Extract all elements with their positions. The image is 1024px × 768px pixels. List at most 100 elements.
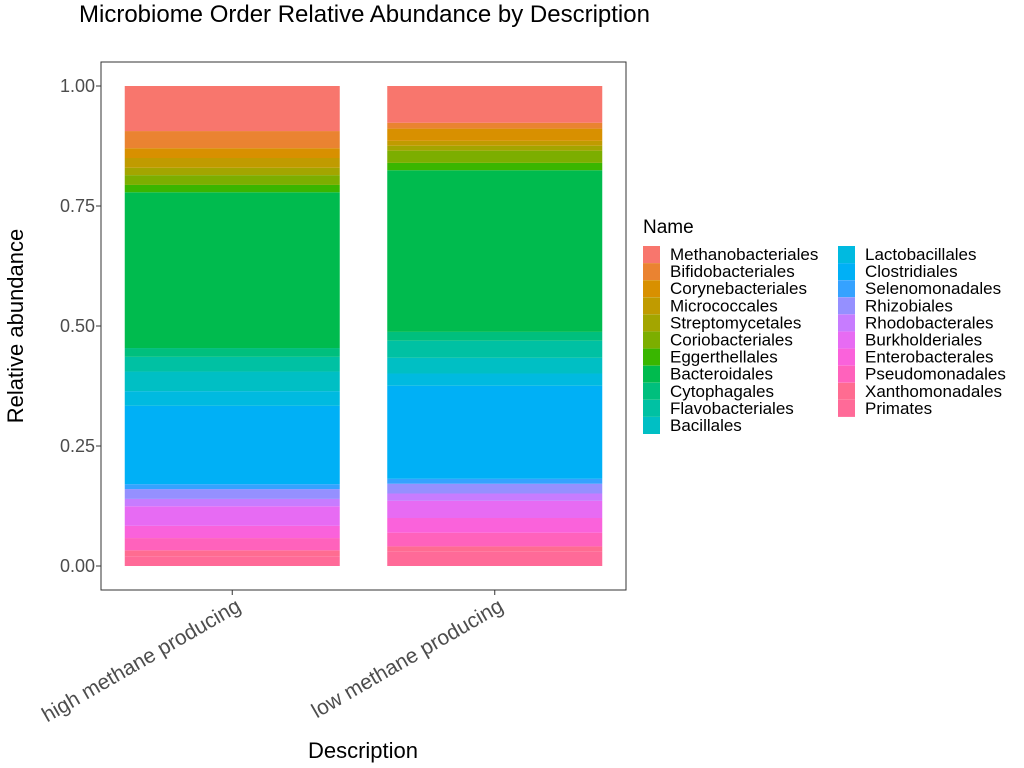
legend-label: Cytophagales <box>670 382 774 401</box>
y-tick-label: 0.00 <box>60 556 95 576</box>
y-axis-label: Relative abundance <box>3 229 28 423</box>
x-axis-label: Description <box>308 738 418 763</box>
y-tick-label: 0.75 <box>60 196 95 216</box>
legend-swatch <box>838 280 855 298</box>
legend-label: Eggerthellales <box>670 348 778 367</box>
legend-label: Streptomycetales <box>670 313 801 332</box>
bar-segment-burkholderiales <box>124 506 340 526</box>
bar-segment-bacillales <box>387 357 603 374</box>
bar-segment-xanthomonadales <box>124 550 340 557</box>
legend-label: Rhodobacterales <box>865 313 994 332</box>
legend-swatch <box>838 314 855 332</box>
bar-segment-selenomonadales <box>124 484 340 490</box>
legend-label: Selenomonadales <box>865 279 1001 298</box>
bar-segment-methanobacteriales <box>124 86 340 132</box>
legend-swatch <box>838 365 855 383</box>
legend-swatch <box>838 348 855 366</box>
legend-label: Flavobacteriales <box>670 399 794 418</box>
y-axis: 0.00 0.25 0.50 0.75 1.00 <box>60 76 101 576</box>
x-axis: high methane producing low methane produc… <box>38 590 507 727</box>
legend-swatch <box>838 382 855 400</box>
bar-segment-enterobacterales <box>387 518 603 533</box>
legend-swatch <box>643 331 660 349</box>
legend-label: Pseudomonadales <box>865 365 1006 384</box>
bars-group <box>124 86 603 566</box>
bar-segment-streptomycetales <box>387 145 603 151</box>
legend-swatch <box>838 246 855 263</box>
bar-segment-rhodobacterales <box>387 493 603 501</box>
y-tick-label: 0.25 <box>60 436 95 456</box>
bar-segment-primates <box>124 556 340 566</box>
legend-label: Xanthomonadales <box>865 382 1002 401</box>
bar-segment-corynebacteriales <box>124 148 340 158</box>
legend-swatch <box>643 297 660 315</box>
legend-swatch <box>838 297 855 315</box>
legend-swatch <box>643 280 660 298</box>
legend-swatch <box>838 399 855 417</box>
bar-segment-rhizobiales <box>124 489 340 499</box>
bar-segment-pseudomonadales <box>124 538 340 551</box>
bar-segment-pseudomonadales <box>387 532 603 547</box>
bar-segment-bacillales <box>124 371 340 392</box>
bar-segment-micrococcales <box>124 158 340 168</box>
x-tick-label: low methane producing <box>308 594 508 722</box>
legend-swatch <box>643 263 660 281</box>
legend-label: Methanobacteriales <box>670 245 818 264</box>
bar-segment-rhodobacterales <box>124 498 340 507</box>
legend-swatch <box>643 417 660 434</box>
legend-label: Corynebacteriales <box>670 279 807 298</box>
bar-segment-flavobacteriales <box>124 356 340 372</box>
legend-label: Bifidobacteriales <box>670 262 795 281</box>
bar-segment-enterobacterales <box>124 525 340 539</box>
bar-segment-streptomycetales <box>124 167 340 176</box>
bar-segment-selenomonadales <box>387 478 603 484</box>
legend-label: Lactobacillales <box>865 245 977 264</box>
bar-segment-lactobacillales <box>124 391 340 406</box>
legend-swatch <box>643 314 660 332</box>
legend-label: Burkholderiales <box>865 331 982 350</box>
y-tick-label: 0.50 <box>60 316 95 336</box>
bar-segment-cytophagales <box>387 331 603 341</box>
y-tick-label: 1.00 <box>60 76 95 96</box>
bar-segment-flavobacteriales <box>387 340 603 358</box>
bar-segment-rhizobiales <box>387 483 603 494</box>
legend-swatch <box>643 382 660 400</box>
bar-segment-bifidobacteriales <box>124 131 340 149</box>
bar-segment-clostridiales <box>387 385 603 479</box>
bar-segment-methanobacteriales <box>387 86 603 123</box>
bar-segment-bifidobacteriales <box>387 122 603 129</box>
x-tick-label: high methane producing <box>38 594 245 727</box>
bar-segment-bacteroidales <box>124 192 340 349</box>
bar-segment-burkholderiales <box>387 500 603 518</box>
legend-label: Clostridiales <box>865 262 958 281</box>
chart-title: Microbiome Order Relative Abundance by D… <box>79 1 650 28</box>
bar-segment-bacteroidales <box>387 170 603 332</box>
bar-segment-eggerthellales <box>124 184 340 193</box>
legend-swatch <box>643 348 660 366</box>
bar-segment-lactobacillales <box>387 373 603 386</box>
legend-title: Name <box>643 217 694 238</box>
bar-segment-primates <box>387 551 603 566</box>
legend-label: Micrococcales <box>670 296 778 315</box>
bar-segment-coriobacteriales <box>124 175 340 185</box>
bar-segment-corynebacteriales <box>387 128 603 141</box>
legend-swatch <box>838 331 855 349</box>
legend-swatch <box>838 263 855 281</box>
bar-segment-xanthomonadales <box>387 546 603 552</box>
legend-label: Bacillales <box>670 416 742 435</box>
legend: MethanobacterialesBifidobacterialesCoryn… <box>643 245 1006 435</box>
legend-swatch <box>643 246 660 263</box>
legend-label: Enterobacterales <box>865 348 994 367</box>
legend-label: Bacteroidales <box>670 365 773 384</box>
bar-segment-cytophagales <box>124 348 340 357</box>
legend-label: Coriobacteriales <box>670 331 793 350</box>
legend-label: Rhizobiales <box>865 296 953 315</box>
bar-segment-micrococcales <box>387 140 603 146</box>
bar-segment-eggerthellales <box>387 162 603 171</box>
legend-swatch <box>643 399 660 417</box>
bar-segment-clostridiales <box>124 405 340 485</box>
legend-swatch <box>643 365 660 383</box>
legend-label: Primates <box>865 399 932 418</box>
bar-segment-coriobacteriales <box>387 150 603 163</box>
